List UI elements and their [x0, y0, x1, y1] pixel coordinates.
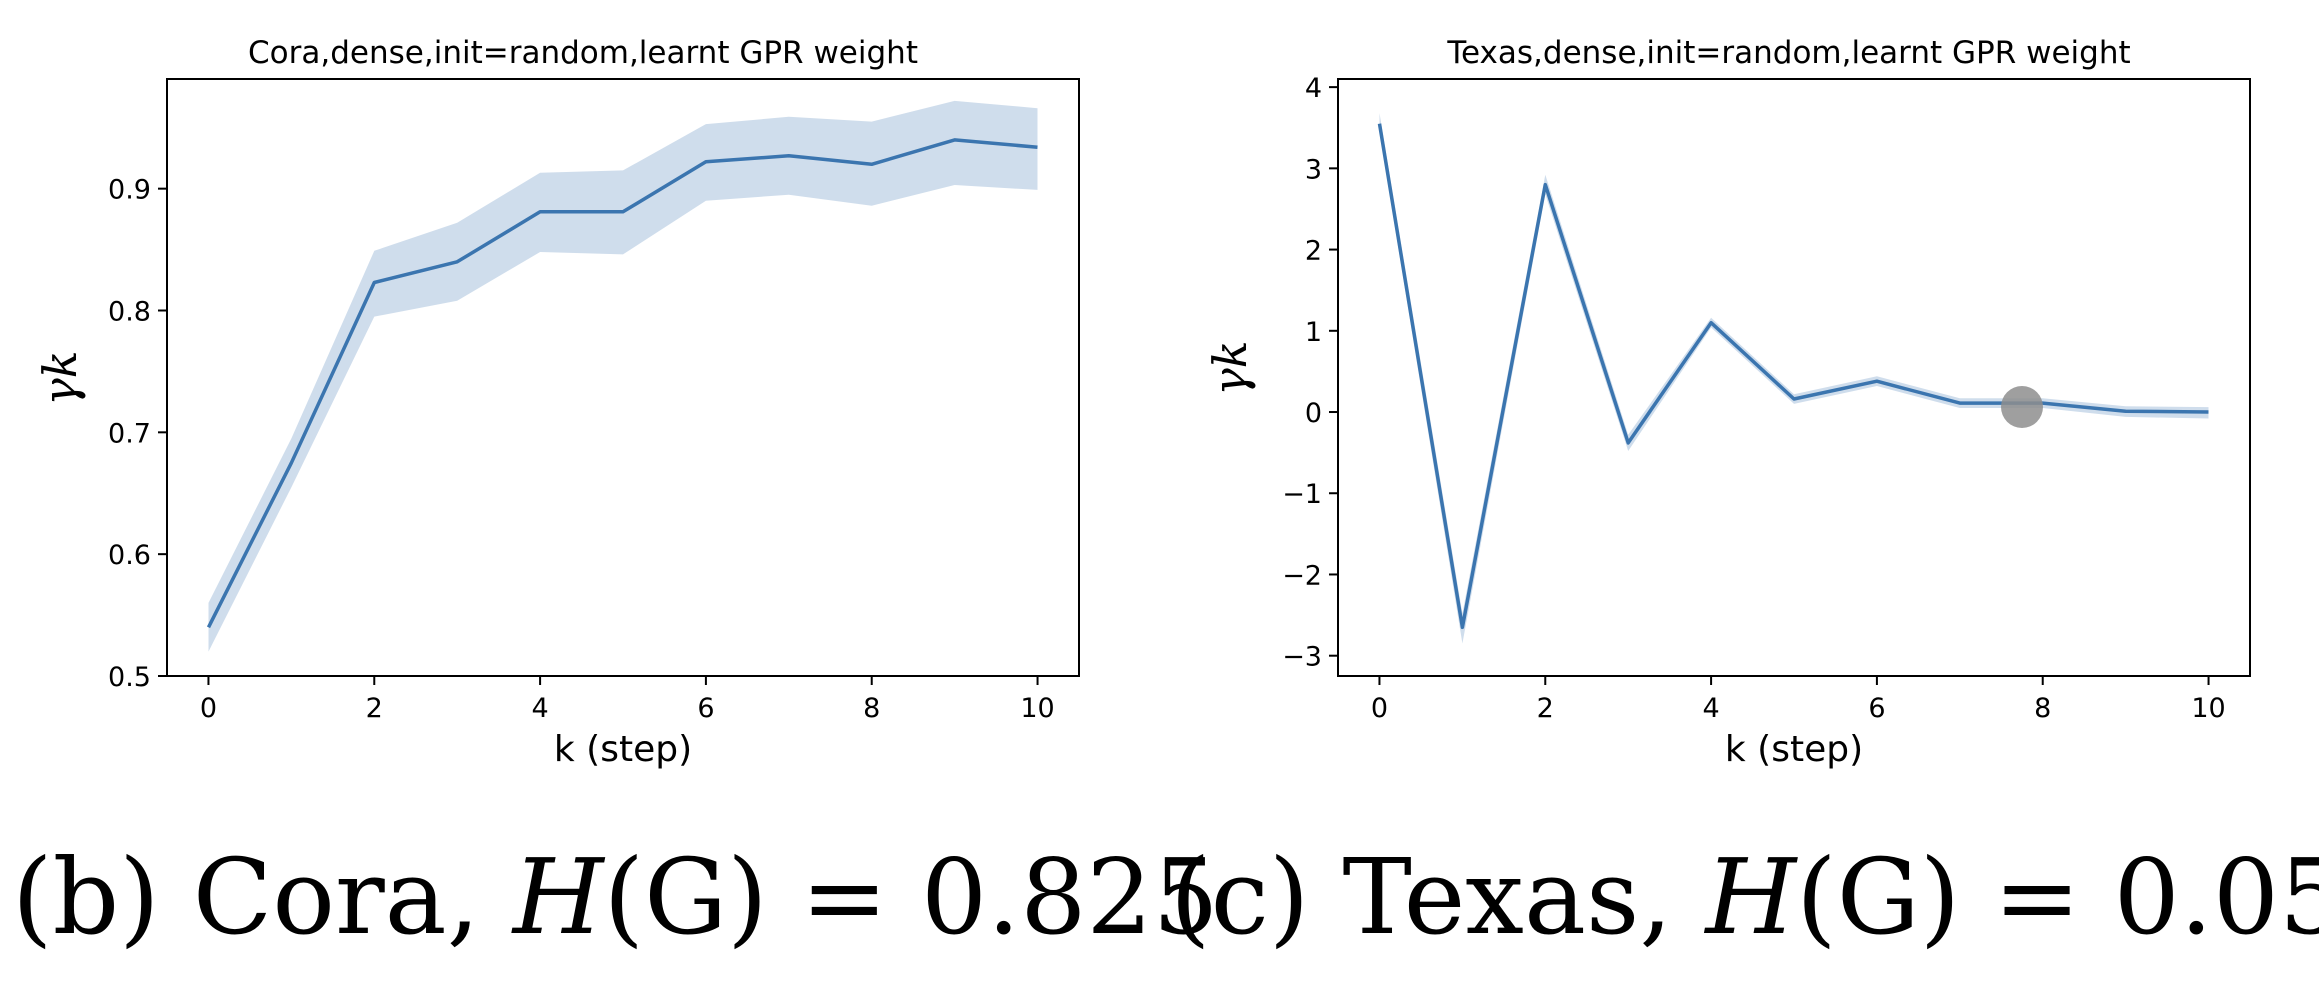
y-tick-label: 0 [1305, 398, 1322, 429]
x-tick-label: 4 [1702, 693, 1719, 724]
y-axis-label: γk [33, 350, 87, 405]
entropy-symbol: H [1705, 836, 1797, 958]
series-line [206, 138, 1038, 629]
y-tick-label: −2 [1282, 560, 1322, 591]
x-tick-label: 4 [531, 693, 548, 724]
caption-value: (G) = 0.825 [603, 836, 1219, 958]
x-axis-label: k (step) [1725, 729, 1863, 770]
cursor-marker [2001, 386, 2043, 428]
x-tick-label: 2 [1537, 693, 1554, 724]
plot-frame [1337, 78, 2251, 677]
entropy-symbol: H [512, 836, 604, 958]
x-ticks: 0 2 4 6 8 10 [1371, 676, 2226, 724]
x-tick-label: 6 [1868, 693, 1885, 724]
y-tick-label: 4 [1305, 73, 1322, 104]
y-tick-label: 1 [1305, 317, 1322, 348]
x-tick-label: 8 [2034, 693, 2051, 724]
y-tick-label: 0.5 [108, 662, 151, 693]
confidence-band [1379, 113, 2209, 644]
y-tick-label: −1 [1282, 479, 1322, 510]
confidence-band [208, 100, 1038, 652]
x-tick-label: 8 [863, 693, 880, 724]
chart-cora: Cora,dense,init=random,learnt GPR weight… [33, 35, 1080, 770]
x-tick-label: 2 [366, 693, 383, 724]
series-polyline [1377, 123, 2209, 630]
caption-texas: (c) Texas, H(G) = 0.057 [1170, 845, 2319, 949]
y-tick-label: 0.7 [108, 418, 151, 449]
y-tick-label: 0.9 [108, 175, 151, 206]
x-tick-label: 0 [1371, 693, 1388, 724]
y-tick-label: −3 [1282, 642, 1322, 673]
band-area [1379, 113, 2209, 644]
x-tick-label: 10 [1020, 693, 1054, 724]
y-axis-label: γk [1203, 340, 1257, 395]
y-ticks: 0.5 0.6 0.7 0.8 0.9 [108, 175, 167, 693]
y-ticks: −3 −2 −1 0 1 2 3 4 [1282, 73, 1338, 673]
y-tick-label: 3 [1305, 154, 1322, 185]
series-line [1377, 123, 2209, 630]
caption-value: (G) = 0.057 [1796, 836, 2319, 958]
plot-frame [166, 78, 1080, 677]
chart-texas: Texas,dense,init=random,learnt GPR weigh… [1203, 35, 2251, 770]
caption-label: (b) Cora, [12, 836, 480, 958]
y-tick-label: 0.6 [108, 540, 151, 571]
x-tick-label: 10 [2191, 693, 2225, 724]
x-axis-label: k (step) [554, 729, 692, 770]
y-tick-label: 2 [1305, 236, 1322, 267]
x-ticks: 0 2 4 6 8 10 [200, 676, 1055, 724]
band-area [208, 100, 1038, 652]
x-tick-label: 6 [697, 693, 714, 724]
series-polyline [206, 138, 1038, 629]
x-tick-label: 0 [200, 693, 217, 724]
caption-label: (c) Texas, [1170, 836, 1673, 958]
chart-title: Texas,dense,init=random,learnt GPR weigh… [1446, 35, 2130, 71]
chart-title: Cora,dense,init=random,learnt GPR weight [248, 35, 918, 71]
caption-cora: (b) Cora, H(G) = 0.825 [12, 845, 1219, 949]
y-tick-label: 0.8 [108, 296, 151, 327]
